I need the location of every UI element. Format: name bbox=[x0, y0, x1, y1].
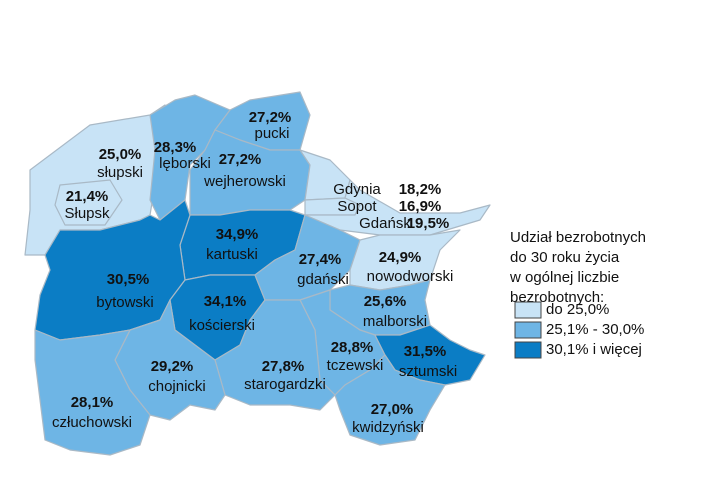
region-name: Słupsk bbox=[64, 205, 110, 222]
region-value: 34,9% bbox=[216, 226, 259, 243]
legend-label: 30,1% i więcej bbox=[546, 341, 642, 358]
region-name: słupski bbox=[97, 164, 143, 181]
region-name: tczewski bbox=[327, 357, 384, 374]
region-value: 24,9% bbox=[379, 249, 422, 266]
region-value: 28,8% bbox=[331, 339, 374, 356]
region-name: kartuski bbox=[206, 246, 258, 263]
labels: 25,0%słupski 21,4%Słupsk 28,3%lęborski 27,2… bbox=[52, 109, 457, 436]
region-value: 31,5% bbox=[404, 343, 447, 360]
region-name: starogardzki bbox=[244, 376, 326, 393]
region-value: 28,3% bbox=[154, 139, 197, 156]
region-name: Sopot bbox=[337, 198, 377, 215]
region-name: Gdańsk bbox=[359, 215, 411, 232]
region-name: chojnicki bbox=[148, 378, 206, 395]
region-value: 16,9% bbox=[399, 198, 442, 215]
region-value: 34,1% bbox=[204, 293, 247, 310]
region-name: wejherowski bbox=[203, 173, 286, 190]
region-value: 25,0% bbox=[99, 146, 142, 163]
region-value: 27,0% bbox=[371, 401, 414, 418]
legend-label: 25,1% - 30,0% bbox=[546, 321, 644, 338]
region bbox=[334, 354, 446, 446]
region bbox=[149, 94, 231, 221]
region-value: 25,6% bbox=[364, 293, 407, 310]
region bbox=[34, 329, 151, 456]
region-name: sztumski bbox=[399, 363, 457, 380]
legend: Udział bezrobotnych do 30 roku życia w ogó… bbox=[509, 229, 646, 359]
legend-label: do 25,0% bbox=[546, 301, 609, 318]
legend-title: w ogólnej liczbie bbox=[509, 269, 619, 286]
region-value: 28,1% bbox=[71, 394, 114, 411]
region-value: 27,2% bbox=[219, 151, 262, 168]
region bbox=[54, 179, 123, 226]
region-value: 18,2% bbox=[399, 181, 442, 198]
region-name: człuchowski bbox=[52, 414, 132, 431]
region-name: malborski bbox=[363, 313, 427, 330]
region-value: 27,4% bbox=[299, 251, 342, 268]
region-value: 29,2% bbox=[151, 358, 194, 375]
region-value: 27,8% bbox=[262, 358, 305, 375]
region-value: 19,5% bbox=[407, 215, 450, 232]
legend-swatch bbox=[514, 341, 542, 359]
region-name: kwidzyński bbox=[352, 419, 424, 436]
legend-title: Udział bezrobotnych bbox=[510, 229, 646, 246]
region bbox=[214, 299, 336, 411]
region-value: 30,5% bbox=[107, 271, 150, 288]
legend-swatch bbox=[514, 321, 542, 339]
region-name: Gdynia bbox=[333, 181, 381, 198]
region-name: lęborski bbox=[159, 155, 211, 172]
region-name: pucki bbox=[254, 125, 289, 142]
regions bbox=[24, 91, 491, 456]
legend-swatch bbox=[514, 301, 542, 319]
region-value: 21,4% bbox=[66, 188, 109, 205]
region-name: bytowski bbox=[96, 294, 154, 311]
legend-title: do 30 roku życia bbox=[510, 249, 620, 266]
region-value: 27,2% bbox=[249, 109, 292, 126]
region-name: nowodworski bbox=[367, 268, 454, 285]
region bbox=[304, 179, 491, 236]
region-name: gdański bbox=[297, 271, 349, 288]
region-name: kościerski bbox=[189, 317, 255, 334]
